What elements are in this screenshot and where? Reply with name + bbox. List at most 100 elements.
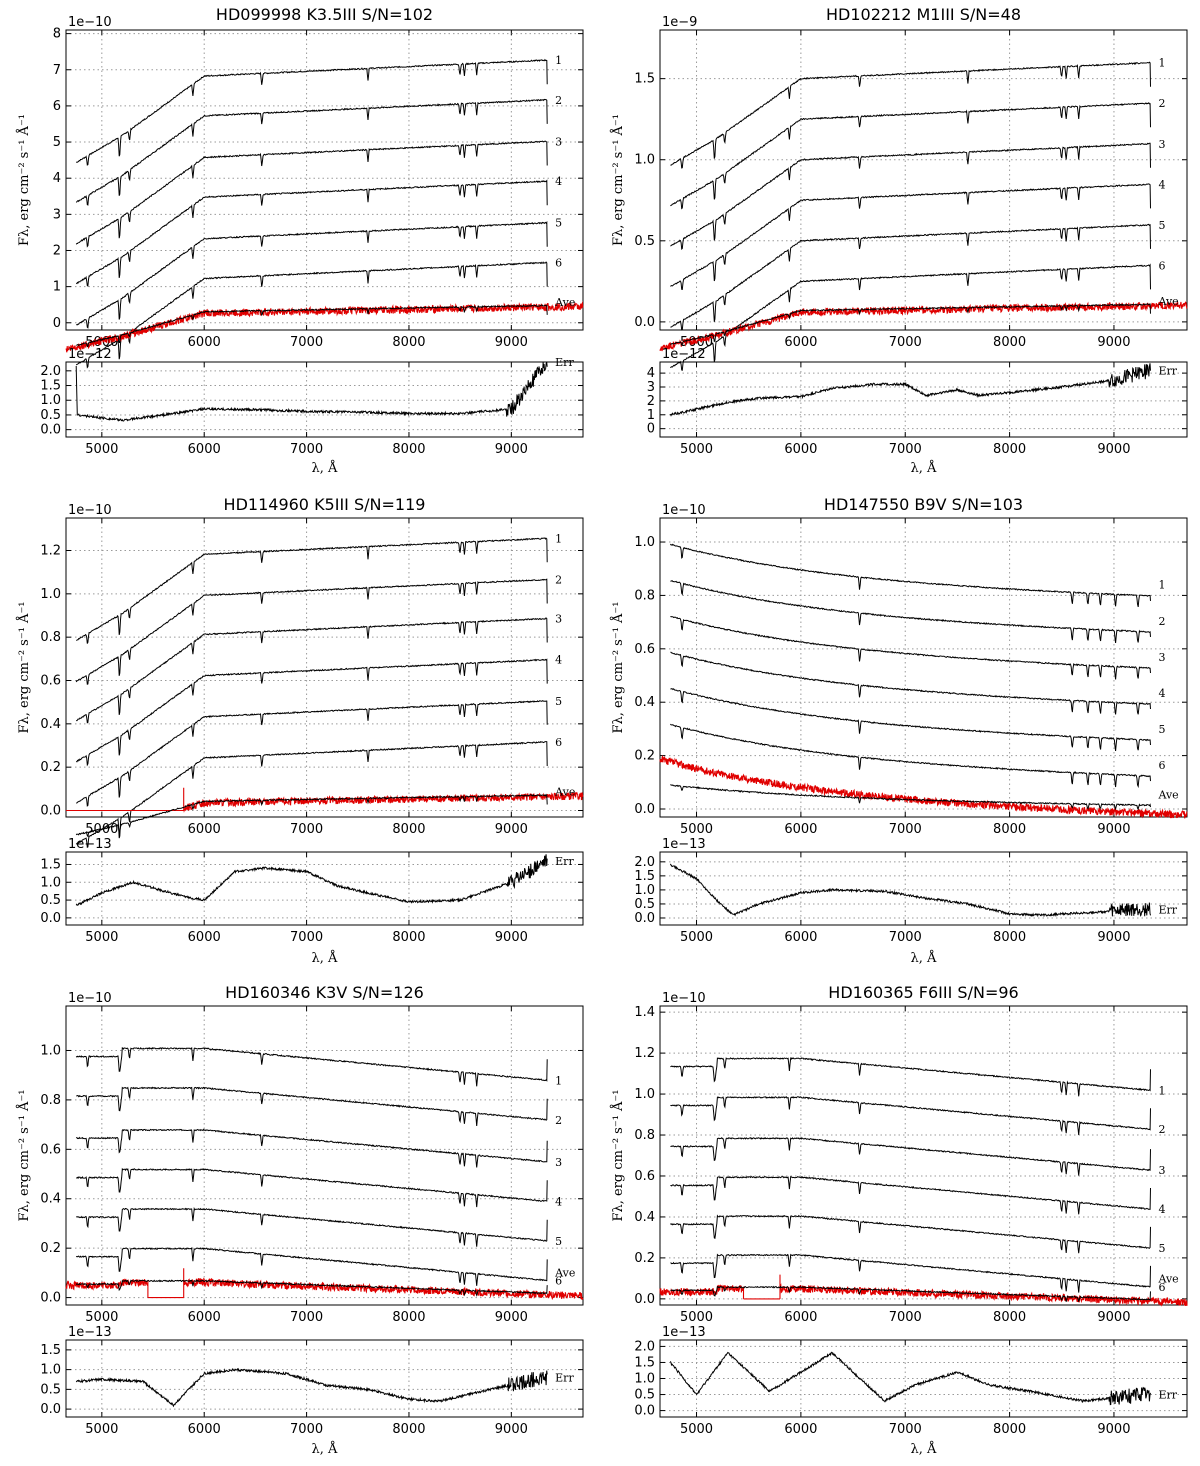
y-tick-label: 1.5: [40, 1343, 61, 1358]
mean-spectrum-line: [670, 1285, 1151, 1303]
average-label: Ave: [1157, 788, 1178, 801]
x-tick-label: 8000: [392, 335, 425, 350]
error-line: [75, 1367, 548, 1408]
spectrum-line: [75, 1128, 548, 1168]
spectrum-line: [670, 1214, 1151, 1254]
spectrum-line: [670, 101, 1151, 210]
spectrum-label: 1: [555, 532, 562, 545]
x-tick-label: 6000: [784, 442, 817, 457]
spectrum-line: [670, 1137, 1151, 1176]
spectrum-line: [75, 578, 548, 685]
y-tick-label: 2.0: [634, 855, 655, 870]
x-tick-label: 5000: [85, 1310, 118, 1325]
main-axes-frame: [659, 29, 1188, 331]
y-tick-label: 1.0: [634, 535, 655, 550]
spectrum-label: 4: [555, 1195, 562, 1208]
spectrum-label: 6: [1158, 1281, 1165, 1294]
y-tick-label: 1: [647, 408, 655, 423]
spectrum-line: [670, 651, 1151, 715]
x-tick-label: 5000: [680, 1310, 713, 1325]
y-tick-label: 0.5: [634, 1388, 655, 1403]
spectrum-label: 3: [555, 1156, 562, 1169]
x-tick-label: 5000: [680, 1422, 713, 1437]
spectrum-label: 3: [1158, 651, 1165, 664]
y-tick-label: 0.0: [634, 1292, 655, 1307]
error-label: Err: [1158, 1389, 1177, 1402]
spectrum-line: [670, 61, 1151, 169]
y-tick-label: 2.0: [40, 364, 61, 379]
x-tick-label: 6000: [784, 335, 817, 350]
main-axes-frame: [659, 517, 1188, 818]
x-axis-label: λ, Å: [911, 950, 938, 966]
x-tick-label: 5000: [85, 1422, 118, 1437]
x-tick-label: 8000: [993, 442, 1026, 457]
y-tick-label: 0.5: [634, 234, 655, 249]
spectrum-line: [75, 1046, 548, 1087]
panel-title: HD102212 M1III S/N=48: [826, 5, 1021, 24]
error-scale-factor: 1e−12: [662, 347, 706, 362]
x-tick-label: 9000: [495, 1422, 528, 1437]
x-tick-label: 5000: [680, 822, 713, 837]
spectrum-line: [670, 183, 1151, 290]
y-tick-label: 5: [53, 135, 61, 150]
x-axis-label: λ, Å: [911, 460, 938, 476]
y-tick-label: 1.2: [40, 544, 61, 559]
y-tick-label: 2: [53, 243, 61, 258]
spectrum-line: [75, 179, 548, 287]
y-tick-label: 0.6: [634, 1169, 655, 1184]
x-tick-label: 8000: [993, 335, 1026, 350]
error-scale-factor: 1e−12: [68, 347, 112, 362]
spectrum-line: [76, 1167, 548, 1208]
panel-title: HD147550 B9V S/N=103: [824, 495, 1023, 514]
x-tick-label: 6000: [188, 335, 221, 350]
average-label: Ave: [1157, 1273, 1178, 1286]
spectrum-label: 6: [555, 1274, 562, 1287]
y-tick-label: 2.0: [634, 1339, 655, 1354]
x-tick-label: 7000: [290, 930, 323, 945]
y-axis-label: Fλ, erg cm⁻² s⁻¹ Å⁻¹: [610, 1089, 626, 1221]
y-scale-factor: 1e−9: [662, 15, 697, 30]
y-tick-label: 0.8: [40, 1093, 61, 1108]
y-scale-factor: 1e−10: [662, 503, 706, 518]
x-tick-label: 7000: [290, 442, 323, 457]
y-tick-label: 0.0: [40, 1291, 61, 1306]
spectrum-label: 2: [555, 94, 562, 107]
y-tick-label: 1.5: [40, 857, 61, 872]
y-tick-label: 1.0: [634, 883, 655, 898]
x-tick-label: 9000: [495, 822, 528, 837]
y-axis-label: Fλ, erg cm⁻² s⁻¹ Å⁻¹: [16, 601, 32, 733]
y-tick-label: 1.4: [634, 1005, 655, 1020]
error-axes-frame: [659, 361, 1188, 438]
error-axes-frame: [65, 361, 584, 438]
average-spectrum: [659, 300, 1188, 352]
x-tick-label: 9000: [1097, 442, 1130, 457]
y-tick-label: 1.0: [40, 1043, 61, 1058]
x-tick-label: 8000: [392, 930, 425, 945]
panel-title: HD114960 K5III S/N=119: [224, 495, 426, 514]
y-tick-label: 0.0: [634, 911, 655, 926]
x-tick-label: 6000: [784, 930, 817, 945]
spectrum-panel: HD160346 K3V S/N=126 5000 6000 7000 8000 9000…: [16, 983, 584, 1457]
x-tick-label: 9000: [1097, 1310, 1130, 1325]
y-axis-label: Fλ, erg cm⁻² s⁻¹ Å⁻¹: [610, 114, 626, 246]
average-label: Ave: [1157, 295, 1178, 308]
x-tick-label: 7000: [889, 335, 922, 350]
x-tick-label: 9000: [495, 442, 528, 457]
y-tick-label: 0.6: [40, 1142, 61, 1157]
spectrum-label: 4: [555, 175, 562, 188]
average-spectrum: [65, 301, 584, 353]
y-tick-label: 1.0: [634, 153, 655, 168]
x-axis-label: λ, Å: [312, 1441, 339, 1457]
error-scale-factor: 1e−13: [662, 837, 706, 852]
y-tick-label: 0.5: [40, 1382, 61, 1397]
spectrum-label: 6: [555, 256, 562, 269]
error-label: Err: [1158, 364, 1177, 377]
average-label: Ave: [554, 786, 575, 799]
spectrum-line: [670, 1175, 1151, 1215]
spectrum-line: [669, 543, 1151, 608]
y-scale-factor: 1e−10: [662, 991, 706, 1006]
y-tick-label: 0.4: [634, 695, 655, 710]
spectrum-label: 5: [555, 695, 562, 708]
y-tick-label: 0.0: [634, 1404, 655, 1419]
